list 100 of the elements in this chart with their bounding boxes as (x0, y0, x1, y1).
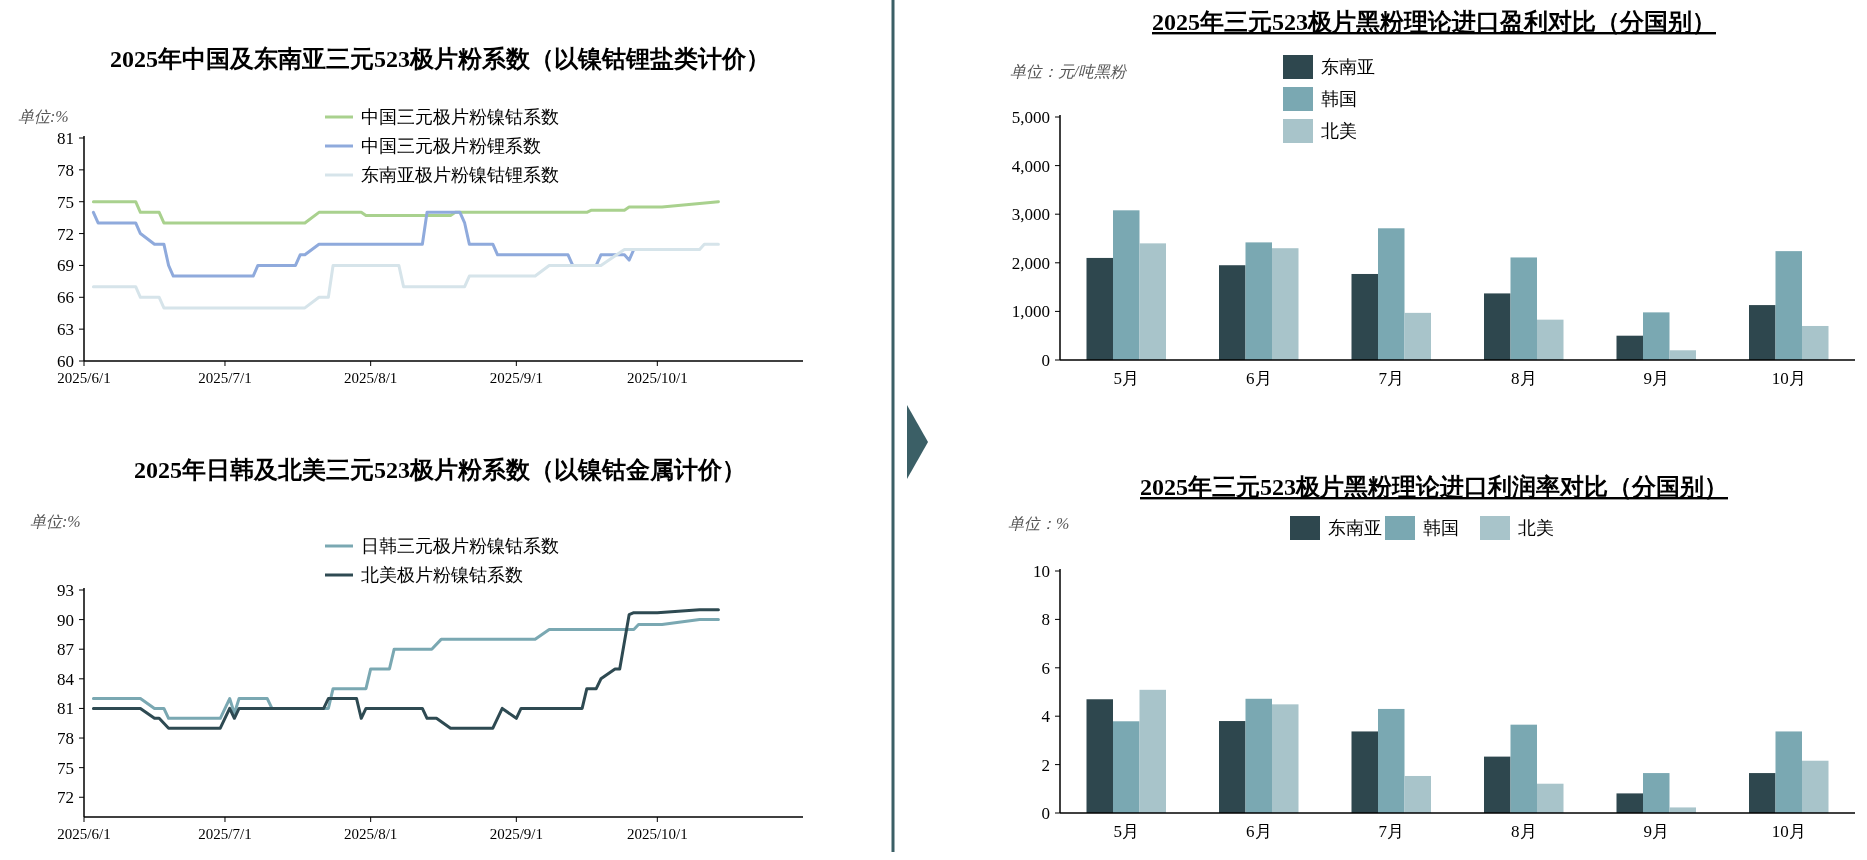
y-tick-label: 69 (57, 256, 74, 276)
bar (1351, 273, 1378, 360)
legend-label: 北美 (1518, 518, 1554, 539)
x-tick-label: 9月 (1643, 822, 1669, 841)
chart-title: 2025年三元523极片黑粉理论进口盈利对比（分国别） (1152, 9, 1716, 35)
y-tick-label: 10 (1033, 561, 1050, 581)
y-axis-title: 单位:% (18, 108, 69, 125)
y-tick-label: 2,000 (1011, 253, 1050, 273)
y-tick-label: 4 (1041, 707, 1051, 727)
bar (1537, 319, 1564, 360)
y-tick-label: 66 (57, 288, 74, 308)
legend-label: 北美 (1321, 121, 1357, 142)
bar (1404, 312, 1431, 360)
x-tick-label: 2025/10/1 (626, 826, 688, 842)
legend-label: 东南亚极片粉镍钴锂系数 (361, 165, 559, 186)
y-tick-label: 2 (1041, 755, 1050, 775)
x-tick-label: 5月 (1113, 369, 1139, 388)
x-tick-label: 2025/9/1 (489, 826, 544, 842)
y-tick-label: 72 (57, 224, 74, 244)
line-series (91, 618, 720, 720)
y-axis-title: 单位：% (1008, 515, 1070, 532)
bar (1643, 773, 1670, 813)
x-tick-label: 8月 (1511, 369, 1537, 388)
line-series (91, 210, 636, 278)
bar (1510, 724, 1537, 813)
bar (1351, 731, 1378, 813)
legend-label: 北美极片粉镍钴系数 (361, 565, 523, 586)
x-tick-label: 2025/8/1 (343, 826, 398, 842)
bar (1378, 708, 1405, 813)
legend-label: 韩国 (1321, 89, 1357, 110)
y-tick-label: 78 (57, 160, 74, 180)
bar (1537, 783, 1564, 813)
line-series (91, 200, 720, 225)
bar (1086, 257, 1113, 360)
y-tick-label: 78 (57, 728, 74, 748)
bar (1616, 793, 1643, 813)
line-series (91, 608, 720, 730)
y-tick-label: 75 (57, 758, 74, 778)
bar (1219, 265, 1246, 360)
y-tick-label: 72 (57, 788, 74, 808)
y-tick-label: 63 (57, 320, 74, 340)
bar (1643, 312, 1670, 360)
bar (1749, 305, 1776, 360)
bar (1378, 228, 1405, 360)
x-tick-label: 7月 (1378, 822, 1404, 841)
bar (1404, 775, 1431, 813)
y-tick-label: 8 (1041, 610, 1050, 630)
y-tick-label: 4,000 (1011, 156, 1050, 176)
bar (1484, 756, 1511, 813)
bar (1113, 210, 1140, 360)
bar (1272, 248, 1299, 360)
bar (1802, 760, 1829, 813)
y-tick-label: 3,000 (1011, 205, 1050, 225)
bar (1139, 243, 1166, 360)
y-tick-label: 90 (57, 610, 74, 630)
x-tick-label: 10月 (1771, 369, 1806, 388)
bar (1484, 293, 1511, 360)
bar (1749, 773, 1776, 813)
bar (1669, 350, 1696, 360)
bar (1616, 335, 1643, 360)
x-tick-label: 2025/6/1 (57, 370, 111, 386)
x-tick-label: 6月 (1246, 822, 1272, 841)
y-tick-label: 5,000 (1011, 107, 1050, 127)
y-tick-label: 75 (57, 192, 74, 212)
bar (1086, 699, 1113, 813)
x-tick-label: 10月 (1771, 822, 1806, 841)
y-axis-title: 单位:% (30, 513, 81, 530)
line-series (91, 242, 720, 310)
bar (1245, 242, 1272, 360)
legend-label: 东南亚 (1328, 518, 1382, 539)
y-tick-label: 6 (1041, 658, 1050, 678)
x-tick-label: 9月 (1643, 369, 1669, 388)
bar (1219, 721, 1246, 813)
x-tick-label: 2025/6/1 (57, 826, 111, 842)
bar (1113, 721, 1140, 813)
y-axis-title: 单位：元/吨黑粉 (1010, 63, 1129, 80)
x-tick-label: 8月 (1511, 822, 1537, 841)
legend-label: 韩国 (1423, 518, 1459, 539)
bar (1775, 251, 1802, 360)
y-tick-label: 0 (1041, 350, 1050, 370)
x-tick-label: 7月 (1378, 369, 1404, 388)
x-tick-label: 6月 (1246, 369, 1272, 388)
y-tick-label: 81 (57, 128, 74, 148)
y-tick-label: 60 (57, 351, 74, 371)
x-tick-label: 2025/7/1 (198, 826, 252, 842)
x-tick-label: 5月 (1113, 822, 1139, 841)
x-tick-label: 2025/9/1 (489, 370, 544, 386)
y-tick-label: 1,000 (1011, 302, 1050, 322)
y-tick-label: 81 (57, 699, 74, 719)
x-tick-label: 2025/7/1 (198, 370, 252, 386)
y-tick-label: 84 (57, 669, 75, 689)
bar (1245, 698, 1272, 813)
chart-title: 2025年中国及东南亚三元523极片粉系数（以镍钴锂盐类计价） (110, 46, 770, 72)
chart-title: 2025年三元523极片黑粉理论进口利润率对比（分国别） (1140, 474, 1728, 500)
legend-label: 东南亚 (1321, 57, 1375, 78)
bar (1802, 325, 1829, 360)
legend-label: 日韩三元极片粉镍钴系数 (361, 536, 559, 557)
y-tick-label: 87 (57, 640, 75, 660)
y-tick-label: 0 (1041, 803, 1050, 823)
bar (1510, 257, 1537, 360)
